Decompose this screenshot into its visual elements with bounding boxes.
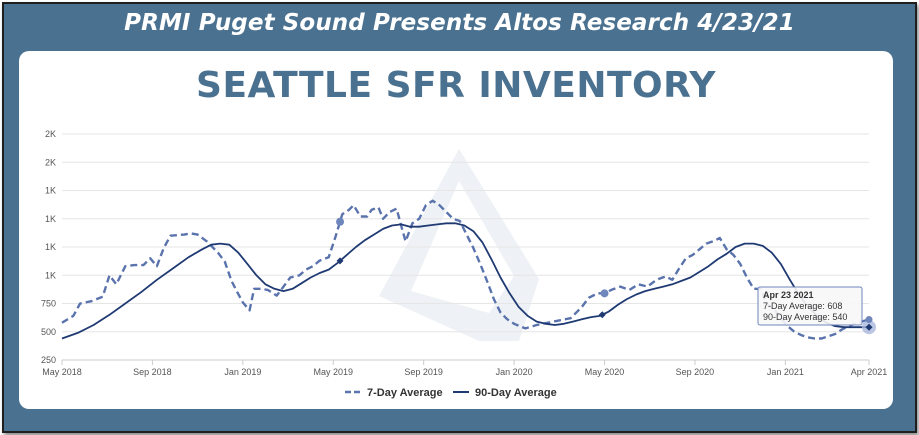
marker-7day	[600, 289, 609, 298]
y-tick-label: 1K	[45, 270, 56, 280]
x-tick-label: Jan 2020	[496, 367, 533, 377]
x-tick-label: Sep 2020	[676, 367, 715, 377]
marker-90day	[598, 311, 606, 319]
y-tick-label: 1K	[45, 186, 56, 196]
chart-title: SEATTLE SFR INVENTORY	[196, 65, 716, 106]
x-tick-label: Sep 2019	[404, 367, 443, 377]
x-tick-label: Apr 2021	[851, 367, 888, 377]
y-tick-label: 2K	[45, 129, 56, 139]
banner-title: PRMI Puget Sound Presents Altos Research…	[124, 10, 795, 36]
x-tick-label: May 2018	[42, 367, 82, 377]
y-tick-label: 1K	[45, 242, 56, 252]
x-tick-label: Sep 2018	[133, 367, 172, 377]
y-tick-label: 1K	[45, 214, 56, 224]
y-tick-label: 500	[41, 327, 56, 337]
y-tick-label: 750	[41, 299, 56, 309]
legend-label-7day: 7-Day Average	[367, 387, 443, 399]
tooltip-box	[757, 286, 863, 326]
series-line-7day	[61, 199, 870, 340]
tooltip-7day: 7-Day Average: 608	[763, 301, 842, 311]
x-tick-label: Jan 2019	[224, 367, 261, 377]
tooltip-90day: 90-Day Average: 540	[763, 312, 847, 322]
y-tick-label: 2K	[45, 157, 56, 167]
y-tick-label: 250	[41, 355, 56, 365]
chart-svg: 2K 2K 1K 1K 1K 1K 750 500 250 May 2018 Sep 2018 Jan…	[41, 129, 888, 399]
series-line-90day	[61, 222, 869, 340]
x-tick-label: May 2020	[585, 367, 625, 377]
watermark-logo	[379, 149, 539, 341]
legend-label-90day: 90-Day Average	[475, 387, 557, 399]
x-tick-label: May 2019	[313, 367, 353, 377]
chart-panel: SEATTLE SFR INVENTORY 2K 2K 1K 1K 1K 1K 750 500…	[19, 51, 893, 409]
tooltip-date: Apr 23 2021	[763, 290, 814, 300]
end-marker-90day	[865, 323, 873, 331]
x-tick-label: Jan 2021	[767, 367, 804, 377]
marker-90day	[336, 257, 344, 265]
end-marker-7day	[865, 316, 873, 324]
marker-7day	[336, 217, 345, 226]
